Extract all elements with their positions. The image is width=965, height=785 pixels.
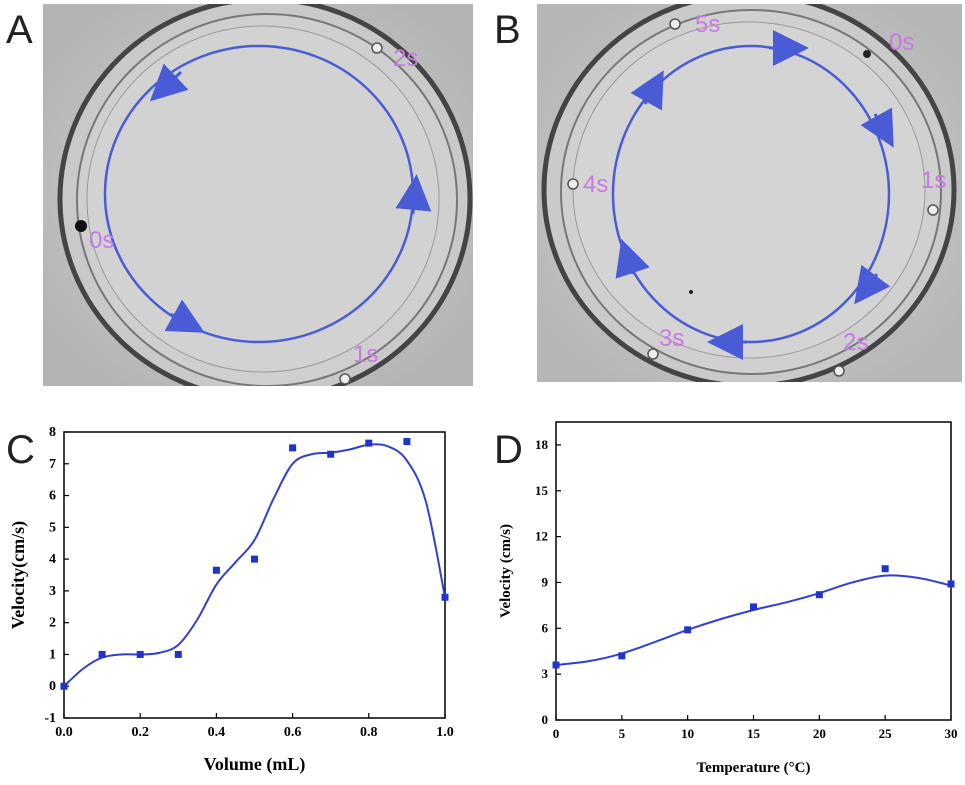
petri-dish-a: 0s 1s 2s xyxy=(43,4,473,386)
x-tick-label: 0.0 xyxy=(55,725,73,740)
arrow-icon xyxy=(395,174,432,215)
ball-steel xyxy=(669,18,681,30)
y-tick-label: 15 xyxy=(535,483,549,498)
y-tick-label: 4 xyxy=(49,552,56,567)
data-point xyxy=(947,580,955,588)
y-tick-label: 9 xyxy=(542,574,549,589)
data-point xyxy=(618,652,626,660)
photo-panel-b: 0s 1s 2s 3s 4s 5s xyxy=(537,4,962,382)
ball-dark xyxy=(75,220,87,232)
data-point xyxy=(441,593,449,601)
x-tick-label: 25 xyxy=(879,726,893,741)
data-point xyxy=(174,650,182,658)
y-tick-label: 5 xyxy=(49,520,56,535)
x-tick-label: 0.4 xyxy=(208,725,226,740)
x-tick-label: 5 xyxy=(619,726,626,741)
panel-letter-b: B xyxy=(494,8,521,52)
data-point xyxy=(212,566,220,574)
data-point xyxy=(98,650,106,658)
y-tick-label: -1 xyxy=(44,711,56,726)
arrow-icon xyxy=(630,70,664,111)
y-tick-label: 1 xyxy=(49,647,56,662)
x-axis-label: Temperature (°C) xyxy=(697,760,811,776)
x-tick-label: 10 xyxy=(681,726,694,741)
time-label: 5s xyxy=(695,11,720,38)
x-tick-label: 0.6 xyxy=(284,725,302,740)
y-tick-label: 0 xyxy=(542,712,549,727)
x-tick-label: 0.8 xyxy=(360,725,378,740)
y-axis-label: Velocity(cm/s) xyxy=(8,521,29,629)
chart-c: 0.0 0.2 0.4 0.6 0.8 1.0 -1 0 1 2 3 4 5 6 7 8 Volume (mL)… xyxy=(8,425,454,775)
data-point xyxy=(60,682,68,690)
data-point xyxy=(327,450,335,458)
y-axis-label: Velocity (cm/s) xyxy=(498,524,514,618)
time-label: 4s xyxy=(583,171,608,198)
data-point xyxy=(552,661,560,669)
time-label: 3s xyxy=(659,325,684,352)
time-label: 2s xyxy=(843,329,868,356)
ball-steel xyxy=(567,178,579,190)
arrow-icon xyxy=(860,107,894,148)
y-tick-label: 18 xyxy=(535,437,549,452)
panel-letter-d: D xyxy=(494,428,523,472)
time-label: 2s xyxy=(393,45,418,72)
time-label: 0s xyxy=(889,29,914,56)
arrow-icon xyxy=(854,264,891,305)
ball-dark xyxy=(863,50,871,58)
chart-d: 0 5 10 15 20 25 30 0 3 6 9 12 15 18 Temperature (°C) Ve… xyxy=(498,421,958,776)
data-point xyxy=(403,438,411,446)
y-tick-label: 6 xyxy=(542,620,549,635)
arrow-icon xyxy=(164,299,205,333)
y-tick-label: 8 xyxy=(49,425,56,440)
data-point xyxy=(136,650,144,658)
x-axis-label: Volume (mL) xyxy=(204,754,306,775)
panel-letter-c: C xyxy=(6,428,35,472)
y-tick-label: 7 xyxy=(49,457,56,472)
ball-steel xyxy=(339,373,351,385)
x-tick-label: 20 xyxy=(813,726,826,741)
y-tick-label: 3 xyxy=(49,584,56,599)
arrow-icon xyxy=(615,238,650,279)
fit-curve xyxy=(555,574,952,666)
plot-frame xyxy=(555,421,952,721)
y-tick-label: 0 xyxy=(49,679,56,694)
data-point xyxy=(684,626,692,634)
arrow-icon xyxy=(149,63,189,102)
ball-steel xyxy=(927,204,939,216)
data-point xyxy=(365,439,373,447)
data-point xyxy=(815,591,823,599)
y-tick-label: 12 xyxy=(535,529,548,544)
ball-steel xyxy=(833,365,845,377)
panel-letter-a: A xyxy=(6,8,33,52)
data-point xyxy=(251,555,258,563)
photo-panel-a: 0s 1s 2s xyxy=(43,4,473,386)
plot-frame xyxy=(63,431,446,719)
x-tick-label: 30 xyxy=(945,726,958,741)
data-point xyxy=(289,444,297,452)
y-tick-label: 6 xyxy=(49,489,56,504)
fit-curve xyxy=(63,443,446,687)
y-tick-label: 2 xyxy=(49,616,56,631)
trajectory-circle-b xyxy=(611,44,891,344)
ball-steel xyxy=(371,42,383,54)
x-tick-label: 0 xyxy=(553,726,560,741)
x-tick-label: 1.0 xyxy=(436,725,454,740)
time-label: 1s xyxy=(921,167,946,194)
data-point xyxy=(881,565,889,573)
y-tick-label: 3 xyxy=(542,666,549,681)
data-point xyxy=(750,603,757,611)
time-label: 1s xyxy=(353,341,378,368)
x-tick-label: 0.2 xyxy=(131,725,149,740)
ball-steel xyxy=(647,348,659,360)
petri-dish-b: 0s 1s 2s 3s 4s 5s xyxy=(537,4,962,382)
time-label: 0s xyxy=(89,227,114,254)
x-tick-label: 15 xyxy=(747,726,761,741)
